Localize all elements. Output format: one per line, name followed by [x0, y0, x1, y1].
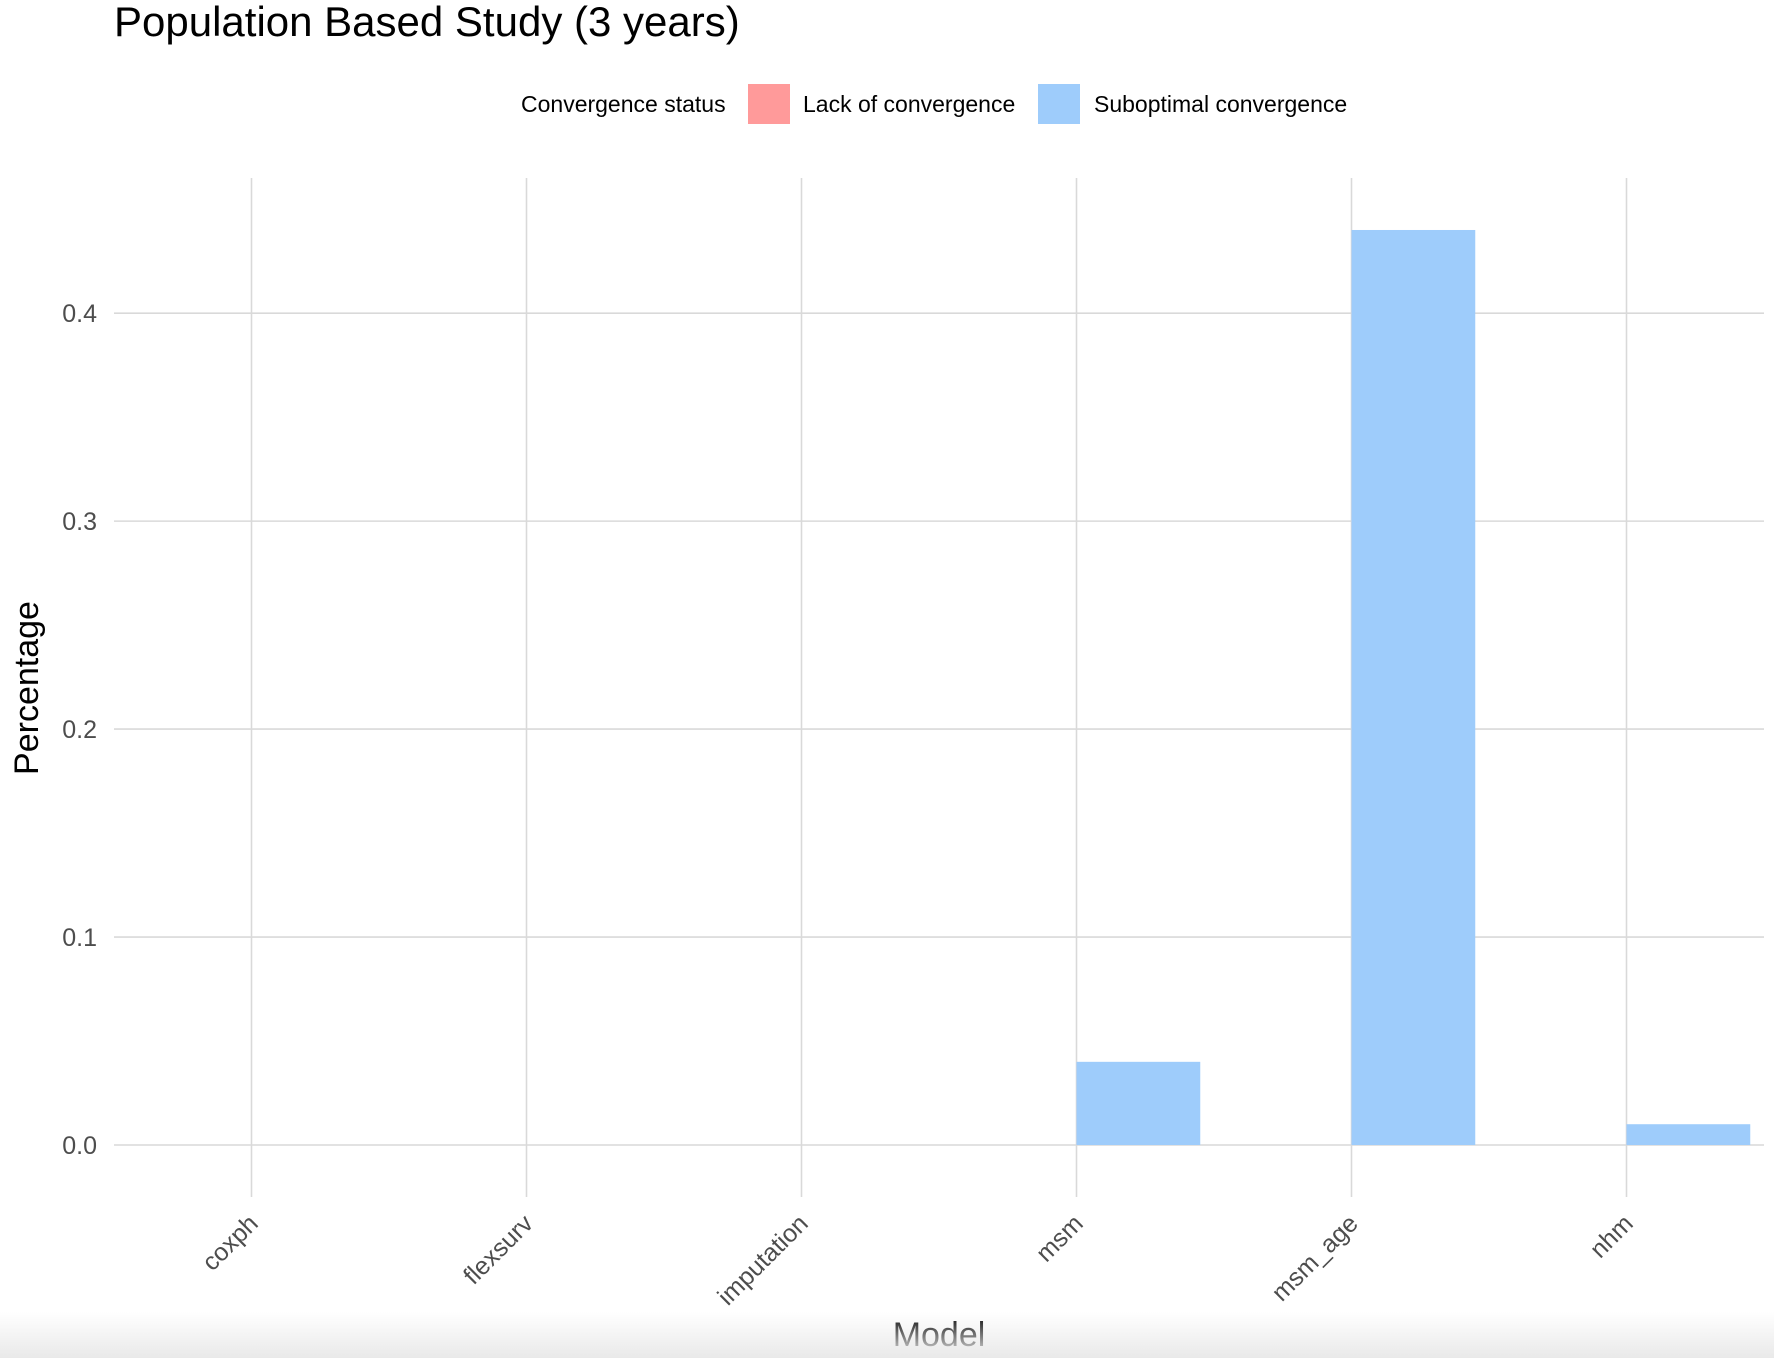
legend-label-lack-of-convergence: Lack of convergence — [803, 91, 1015, 117]
bar-suboptimal-convergence-nhm — [1626, 1124, 1751, 1146]
y-tick-label: 0.2 — [62, 716, 97, 744]
legend-swatch-lack-of-convergence — [748, 84, 790, 124]
x-tick-label-nhm: nhm — [1585, 1209, 1639, 1263]
legend-label-suboptimal-convergence: Suboptimal convergence — [1094, 91, 1347, 117]
grid — [114, 178, 1764, 1197]
chart-title: Population Based Study (3 years) — [114, 0, 740, 45]
bar-suboptimal-convergence-msm-age — [1351, 229, 1476, 1146]
x-tick-label-msm: msm — [1031, 1209, 1089, 1267]
bar-suboptimal-convergence-msm — [1076, 1061, 1201, 1146]
x-tick-label-flexsurv: flexsurv — [458, 1209, 539, 1290]
y-tick-label: 0.0 — [62, 1132, 97, 1160]
y-tick-labels: 0.0 0.1 0.2 0.3 0.4 — [62, 300, 97, 1160]
bars — [1076, 229, 1751, 1146]
x-axis-label: Model — [893, 1316, 986, 1354]
legend-title: Convergence status — [521, 91, 726, 117]
x-tick-label-imputation: imputation — [712, 1209, 813, 1310]
y-tick-label: 0.3 — [62, 508, 97, 536]
y-tick-label: 0.4 — [62, 300, 97, 328]
x-tick-label-coxph: coxph — [197, 1209, 264, 1276]
legend-swatch-suboptimal-convergence — [1038, 84, 1080, 124]
x-tick-label-msm-age: msm_age — [1266, 1209, 1363, 1306]
legend: Convergence status Lack of convergence S… — [521, 84, 1347, 124]
x-tick-labels: coxph flexsurv imputation msm msm_age nhm — [197, 1209, 1639, 1311]
y-tick-label: 0.1 — [62, 924, 97, 952]
y-axis-label: Percentage — [8, 601, 46, 775]
